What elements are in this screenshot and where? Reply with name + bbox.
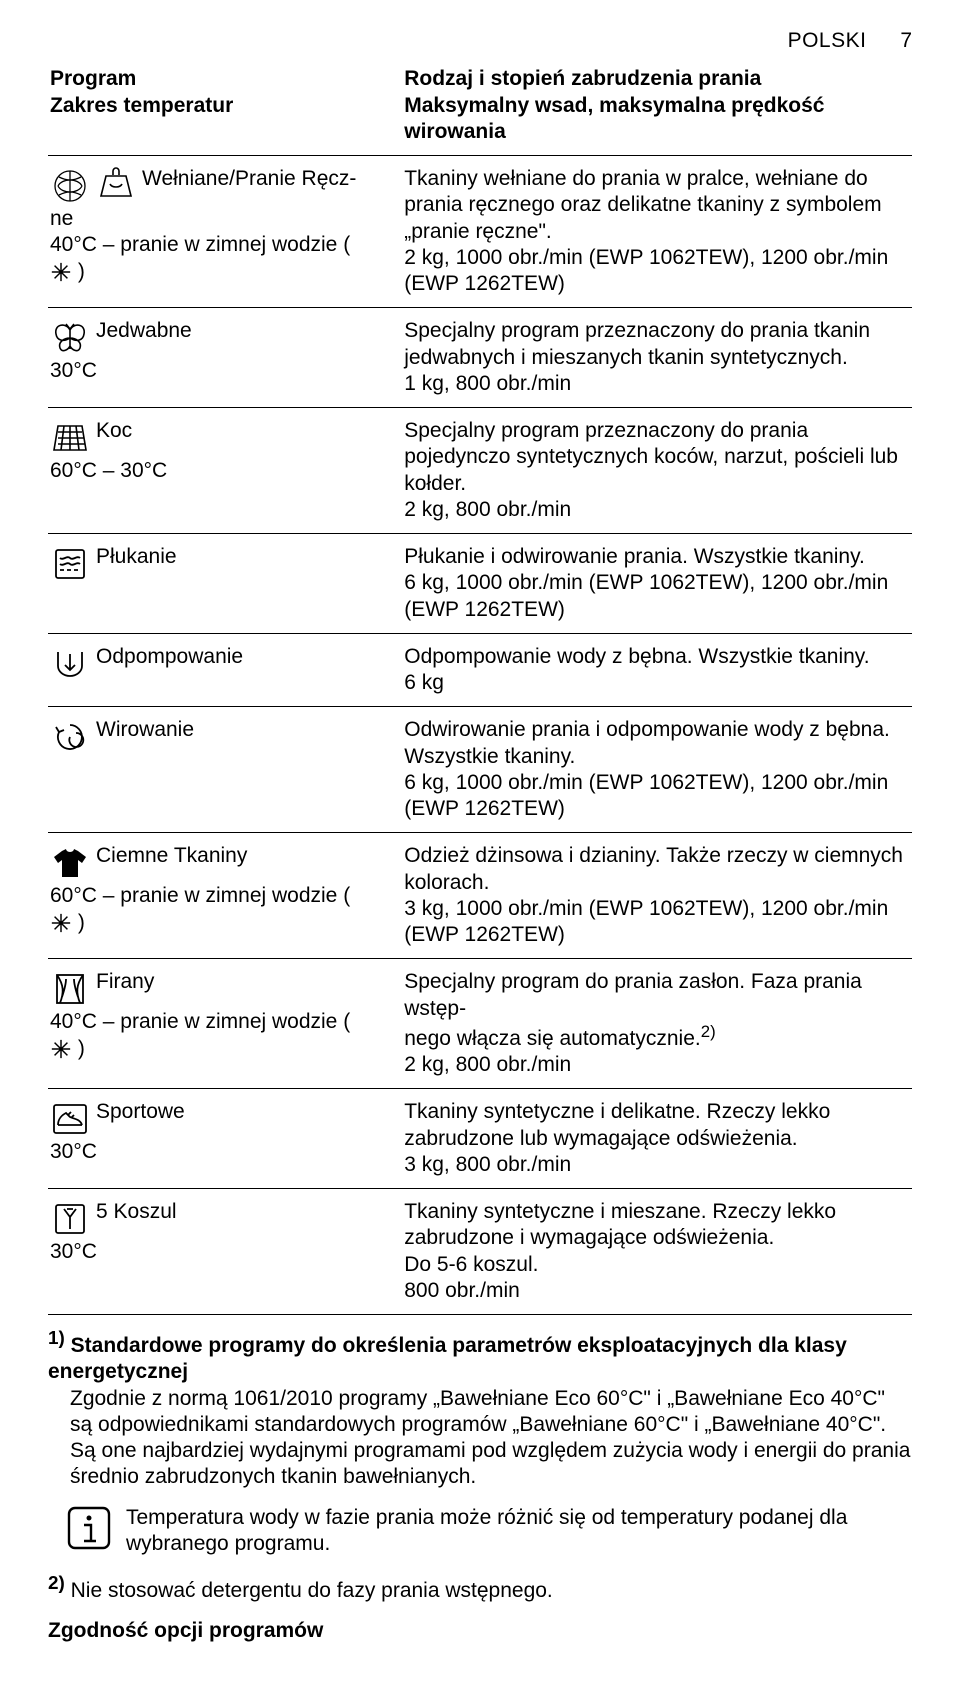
program-name: Wełniane/Pranie Ręcz- <box>142 166 356 192</box>
info-note: Temperatura wody w fazie prania może róż… <box>66 1505 912 1558</box>
description-cell: Odpompowanie wody z bębna. Wszystkie tka… <box>402 633 912 707</box>
table-row: Jedwabne 30°C Specjalny program przeznac… <box>48 308 912 408</box>
section-heading: Zgodność opcji programów <box>48 1618 912 1644</box>
program-name: Sportowe <box>96 1099 185 1125</box>
programs-table: Program Zakres temperatur Rodzaj i stopi… <box>48 62 912 1315</box>
description-cell: Płukanie i odwirowanie prania. Wszystkie… <box>402 534 912 634</box>
footnote-1-title: Standardowe programy do określenia param… <box>48 1334 847 1383</box>
blanket-icon <box>50 418 90 458</box>
info-icon <box>66 1505 112 1558</box>
footnotes: 1) Standardowe programy do określenia pa… <box>48 1327 912 1604</box>
program-cell-wool: Wełniane/Pranie Ręcz- ne 40°C – pranie w… <box>48 156 402 308</box>
footnote-ref-2: 2) <box>701 1022 716 1041</box>
description-cell: Tkaniny syntetyczne i delikatne. Rzeczy … <box>402 1089 912 1189</box>
program-name: Odpompowanie <box>96 644 243 670</box>
table-row: Ciemne Tkaniny 60°C – pranie w zimnej wo… <box>48 833 912 959</box>
program-range-line2: ) <box>50 259 396 285</box>
program-range: 60°C – 30°C <box>50 458 396 484</box>
program-cell-blanket: Koc 60°C – 30°C <box>48 408 402 534</box>
page-header: POLSKI 7 <box>48 28 912 54</box>
header-language: POLSKI <box>788 29 867 52</box>
curtains-icon <box>50 969 90 1009</box>
program-range-line2: ) <box>50 910 396 936</box>
wool-icon <box>50 166 90 206</box>
spin-icon <box>50 717 90 757</box>
table-row: Odpompowanie Odpompowanie wody z bębna. … <box>48 633 912 707</box>
description-cell: Odwirowanie prania i odpompowanie wody z… <box>402 707 912 833</box>
col2-title1: Rodzaj i stopień zabrudzenia prania <box>404 66 906 92</box>
program-name: Firany <box>96 969 154 995</box>
program-name: 5 Koszul <box>96 1199 177 1225</box>
tshirt-icon <box>50 843 90 883</box>
program-name: Płukanie <box>96 544 177 570</box>
program-range: 30°C <box>50 1139 396 1165</box>
footnote-1: 1) Standardowe programy do określenia pa… <box>48 1327 912 1491</box>
table-row: Firany 40°C – pranie w zimnej wodzie ( )… <box>48 959 912 1089</box>
table-row: Koc 60°C – 30°C Specjalny program przezn… <box>48 408 912 534</box>
drain-icon <box>50 644 90 684</box>
rinse-icon <box>50 544 90 584</box>
col1-title1: Program <box>50 66 396 92</box>
snowflake-icon <box>50 1037 78 1060</box>
program-cell-drain: Odpompowanie <box>48 633 402 707</box>
handwash-icon <box>96 166 136 206</box>
col1-title2: Zakres temperatur <box>50 93 396 119</box>
butterfly-icon <box>50 318 90 358</box>
snowflake-icon <box>50 911 78 934</box>
description-cell: Tkaniny wełniane do prania w pralce, weł… <box>402 156 912 308</box>
footnote-1-mark: 1) <box>48 1328 65 1349</box>
description-cell: Tkaniny syntetyczne i mieszane. Rzeczy l… <box>402 1189 912 1315</box>
info-text: Temperatura wody w fazie prania może róż… <box>126 1505 912 1558</box>
col1-header: Program Zakres temperatur <box>48 62 402 155</box>
description-cell: Specjalny program przeznaczony do prania… <box>402 408 912 534</box>
table-row: 5 Koszul 30°C Tkaniny syntetyczne i mies… <box>48 1189 912 1315</box>
program-cell-spin: Wirowanie <box>48 707 402 833</box>
program-name: Koc <box>96 418 132 444</box>
program-range-line2: ) <box>50 1036 396 1062</box>
footnote-2-body: Nie stosować detergentu do fazy prania w… <box>71 1579 553 1602</box>
program-cell-silk: Jedwabne 30°C <box>48 308 402 408</box>
program-cell-dark: Ciemne Tkaniny 60°C – pranie w zimnej wo… <box>48 833 402 959</box>
program-cell-shirts: 5 Koszul 30°C <box>48 1189 402 1315</box>
program-cell-sport: Sportowe 30°C <box>48 1089 402 1189</box>
program-range: 30°C <box>50 1239 396 1265</box>
snowflake-icon <box>50 260 78 283</box>
footnote-2: 2) Nie stosować detergentu do fazy prani… <box>48 1572 912 1604</box>
program-name: Ciemne Tkaniny <box>96 843 247 869</box>
table-row: Wełniane/Pranie Ręcz- ne 40°C – pranie w… <box>48 156 912 308</box>
shirt-icon <box>50 1199 90 1239</box>
program-name-cont: ne <box>50 206 396 232</box>
description-cell: Odzież dżinsowa i dzianiny. Także rzeczy… <box>402 833 912 959</box>
description-cell: Specjalny program przeznaczony do prania… <box>402 308 912 408</box>
program-cell-curtains: Firany 40°C – pranie w zimnej wodzie ( ) <box>48 959 402 1089</box>
shoe-icon <box>50 1099 90 1139</box>
footnote-2-mark: 2) <box>48 1573 65 1594</box>
program-range-line: 60°C – pranie w zimnej wodzie ( <box>50 883 396 909</box>
program-cell-rinse: Płukanie <box>48 534 402 634</box>
program-name: Wirowanie <box>96 717 194 743</box>
program-name: Jedwabne <box>96 318 192 344</box>
footnote-1-body: Zgodnie z normą 1061/2010 programy „Bawe… <box>48 1386 912 1491</box>
program-range-line: 40°C – pranie w zimnej wodzie ( <box>50 1009 396 1035</box>
table-row: Sportowe 30°C Tkaniny syntetyczne i deli… <box>48 1089 912 1189</box>
col2-title2: Maksymalny wsad, maksymalna prędkość wir… <box>404 93 906 146</box>
table-row: Płukanie Płukanie i odwirowanie prania. … <box>48 534 912 634</box>
program-range: 30°C <box>50 358 396 384</box>
header-page-number: 7 <box>900 28 912 54</box>
table-row: Wirowanie Odwirowanie prania i odpompowa… <box>48 707 912 833</box>
col2-header: Rodzaj i stopień zabrudzenia prania Maks… <box>402 62 912 155</box>
description-cell: Specjalny program do prania zasłon. Faza… <box>402 959 912 1089</box>
program-range-line: 40°C – pranie w zimnej wodzie ( <box>50 232 396 258</box>
table-header-row: Program Zakres temperatur Rodzaj i stopi… <box>48 62 912 155</box>
